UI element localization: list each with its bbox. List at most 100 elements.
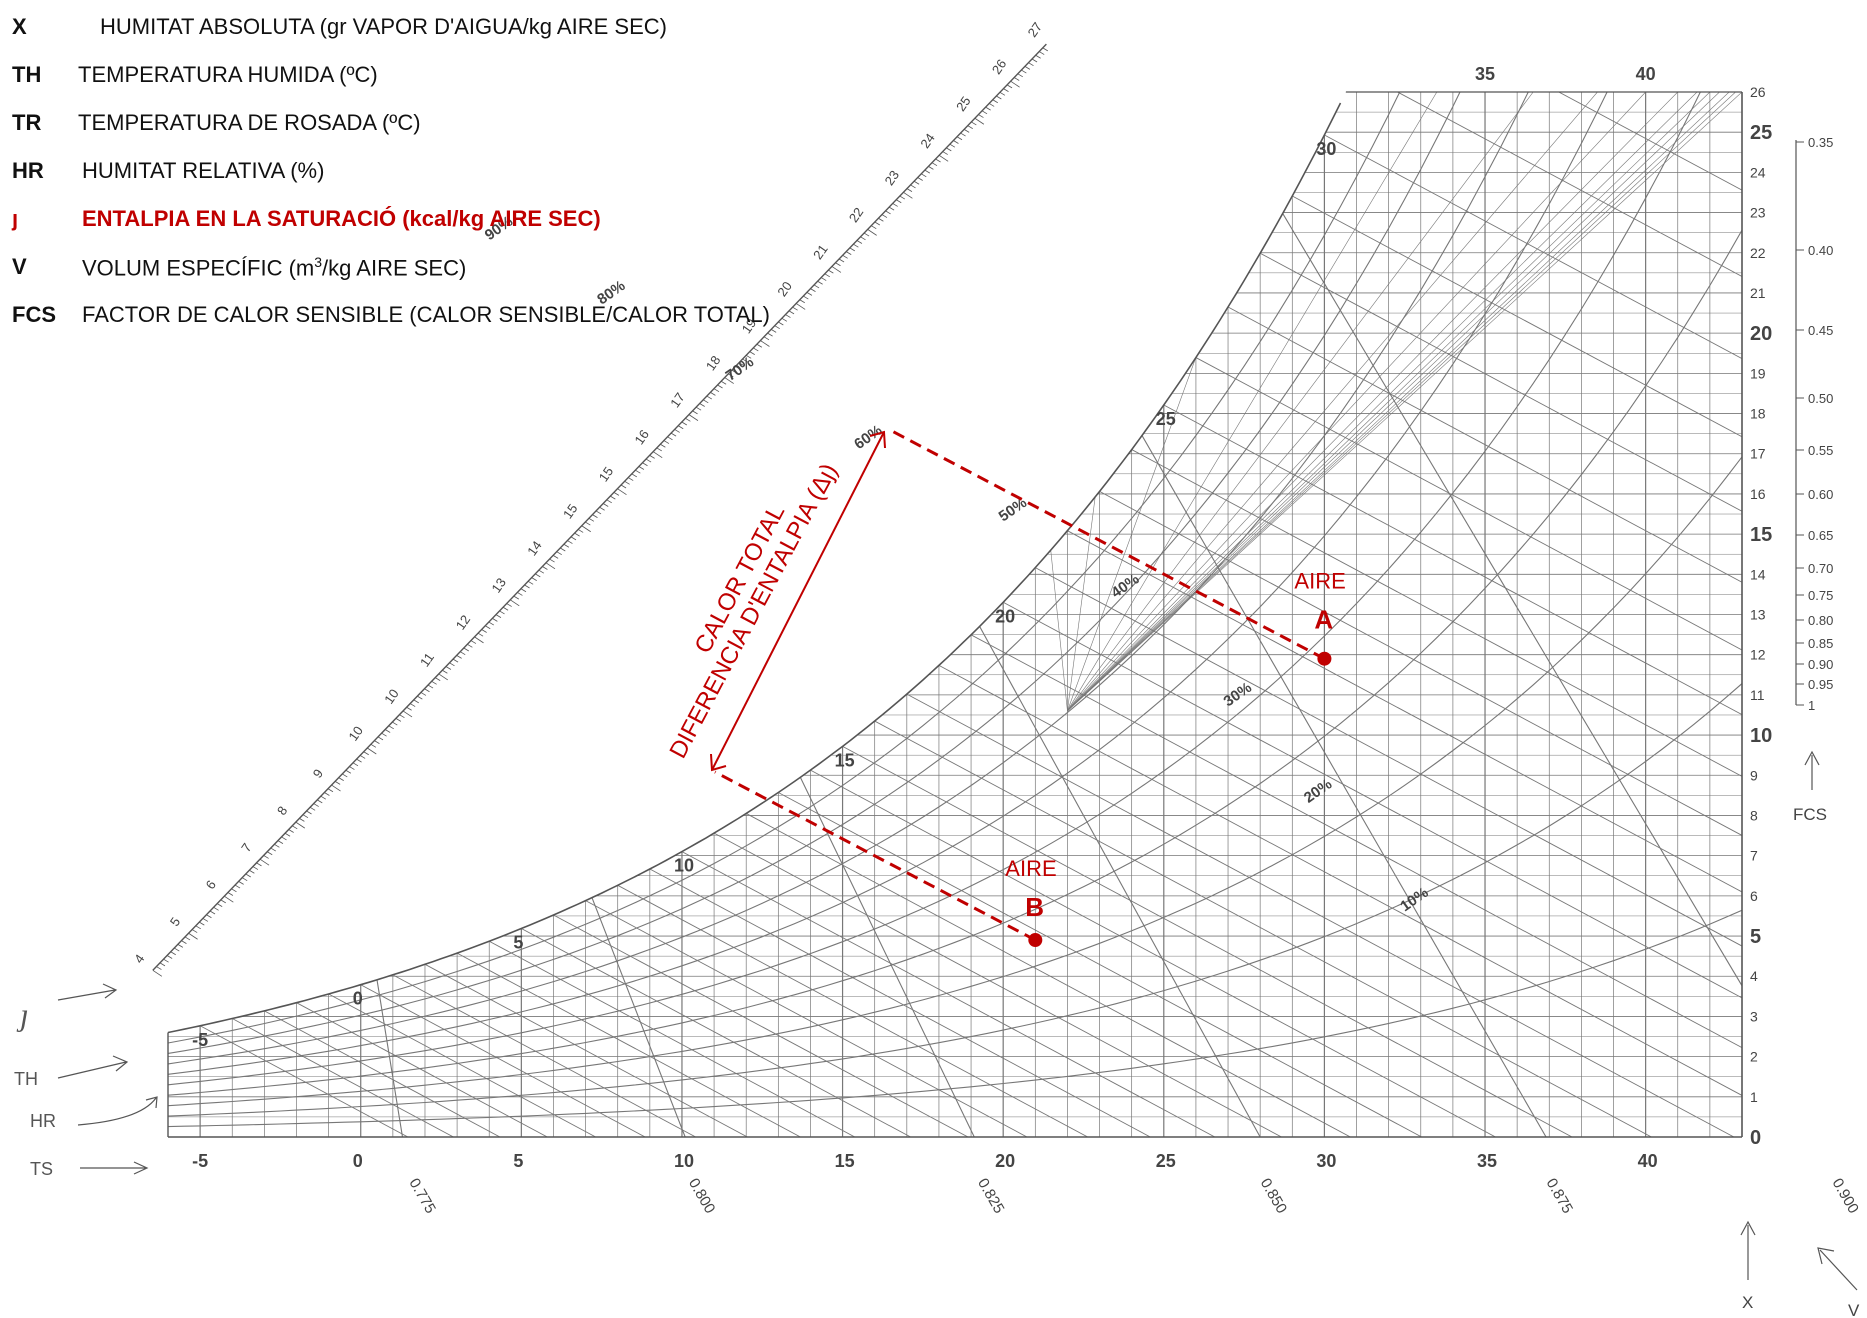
y-tick-label: 10 xyxy=(1750,725,1772,747)
enthalpy-tick xyxy=(610,495,616,500)
x-label: X xyxy=(1742,1293,1753,1312)
wet-bulb-line xyxy=(874,720,1652,1137)
enthalpy-tick xyxy=(921,173,927,178)
enthalpy-tick xyxy=(256,862,262,867)
enthalpy-tick xyxy=(317,799,323,804)
enthalpy-tick xyxy=(495,614,502,618)
enthalpy-tick-label: 4 xyxy=(131,951,147,966)
enthalpy-tick xyxy=(763,336,770,341)
enthalpy-tick xyxy=(681,421,688,426)
legend-key: TR xyxy=(12,110,42,135)
wet-bulb-line xyxy=(1292,195,1742,1137)
enthalpy-tick xyxy=(184,936,191,941)
enthalpy-tick xyxy=(935,158,941,163)
enthalpy-tick xyxy=(917,177,923,181)
enthalpy-tick xyxy=(302,814,309,819)
enthalpy-tick-label: 22 xyxy=(846,205,867,225)
enthalpy-tick xyxy=(177,944,184,948)
x-tick-label: 30 xyxy=(1316,1151,1336,1171)
enthalpy-tick xyxy=(359,755,366,759)
enthalpy-tick-label: 20 xyxy=(774,279,795,299)
enthalpy-tick-label: 23 xyxy=(882,168,903,188)
enthalpy-tick xyxy=(810,288,816,292)
y-tick-label: 17 xyxy=(1750,446,1766,462)
enthalpy-tick xyxy=(409,703,416,707)
x-tick-label: 20 xyxy=(995,1151,1015,1171)
wet-bulb-line xyxy=(1259,252,1742,1137)
enthalpy-tick xyxy=(517,592,523,596)
enthalpy-tick-label: 10 xyxy=(345,723,366,743)
enthalpy-tick xyxy=(956,136,963,141)
point-a-marker xyxy=(1317,651,1332,666)
legend-desc: TEMPERATURA HUMIDA (ºC) xyxy=(78,62,378,87)
enthalpy-tick-label: 7 xyxy=(238,840,254,855)
enthalpy-tick xyxy=(756,343,763,348)
enthalpy-tick xyxy=(638,466,645,470)
th-arrow-icon xyxy=(57,1055,129,1079)
enthalpy-tick xyxy=(724,377,734,384)
ts-side-label: TS xyxy=(30,1159,53,1179)
enthalpy-tick xyxy=(456,655,462,659)
wet-bulb-line xyxy=(1195,357,1742,1137)
wet-bulb-line xyxy=(424,963,748,1137)
enthalpy-tick xyxy=(996,95,1002,100)
fcs-line xyxy=(1067,92,1711,712)
point-a-enthalpy-line xyxy=(889,428,1326,661)
enthalpy-tick xyxy=(999,91,1006,96)
enthalpy-tick-label: 18 xyxy=(703,353,724,373)
enthalpy-tick xyxy=(474,636,484,644)
fcs-line xyxy=(1067,92,1293,712)
saturation-label: -5 xyxy=(192,1030,208,1050)
th-side-label: TH xyxy=(14,1069,38,1089)
enthalpy-tick xyxy=(159,962,166,967)
enthalpy-tick xyxy=(735,366,741,370)
enthalpy-tick xyxy=(370,743,377,748)
enthalpy-tick xyxy=(860,236,866,241)
enthalpy-tick xyxy=(742,358,748,363)
enthalpy-tick xyxy=(1006,84,1013,89)
enthalpy-tick-label: 8 xyxy=(274,803,290,818)
enthalpy-tick xyxy=(206,914,212,919)
enthalpy-tick xyxy=(674,429,680,433)
saturation-label: 30 xyxy=(1316,139,1336,159)
wet-bulb-line xyxy=(1227,306,1742,1137)
rh-curve xyxy=(168,909,1742,1128)
y-tick-label: 11 xyxy=(1750,687,1765,703)
wet-bulb-line xyxy=(1099,491,1742,1137)
y-tick-label: 8 xyxy=(1750,807,1758,823)
y-tick-label: 3 xyxy=(1750,1008,1758,1024)
wet-bulb-line xyxy=(199,1025,409,1137)
v-label: V xyxy=(1848,1301,1860,1318)
fcs-line xyxy=(1067,92,1598,712)
enthalpy-tick xyxy=(678,425,684,430)
enthalpy-tick xyxy=(191,929,198,933)
enthalpy-tick xyxy=(613,492,620,496)
enthalpy-tick xyxy=(728,373,734,378)
y-tick-label: 0 xyxy=(1750,1127,1761,1149)
y-tick-label: 18 xyxy=(1750,406,1766,422)
fcs-line xyxy=(1067,92,1646,712)
wet-bulb-line xyxy=(1131,449,1742,1137)
enthalpy-tick xyxy=(667,436,673,441)
enthalpy-tick xyxy=(463,647,469,652)
specific-volume-label: 0.875 xyxy=(1543,1176,1576,1217)
y-tick-label: 14 xyxy=(1750,566,1766,582)
enthalpy-tick xyxy=(431,680,437,685)
x-tick-label: 25 xyxy=(1156,1151,1176,1171)
wet-bulb-line xyxy=(1067,530,1742,1137)
fcs-tick-label: 0.65 xyxy=(1808,528,1833,543)
x-tick-label: 40 xyxy=(1638,1151,1658,1171)
enthalpy-tick xyxy=(581,525,591,533)
y-tick-label: 12 xyxy=(1750,647,1766,663)
enthalpy-tick xyxy=(745,354,752,359)
fcs-arrow-head xyxy=(1804,750,1820,766)
enthalpy-tick xyxy=(467,643,473,648)
x-tick-label: -5 xyxy=(192,1151,208,1171)
enthalpy-tick xyxy=(434,677,441,681)
enthalpy-tick xyxy=(488,621,495,626)
y-tick-label: 5 xyxy=(1750,926,1761,948)
enthalpy-tick xyxy=(417,695,423,700)
y-tick-label: 15 xyxy=(1750,524,1772,546)
enthalpy-tick xyxy=(1017,73,1023,78)
enthalpy-tick xyxy=(349,766,355,770)
